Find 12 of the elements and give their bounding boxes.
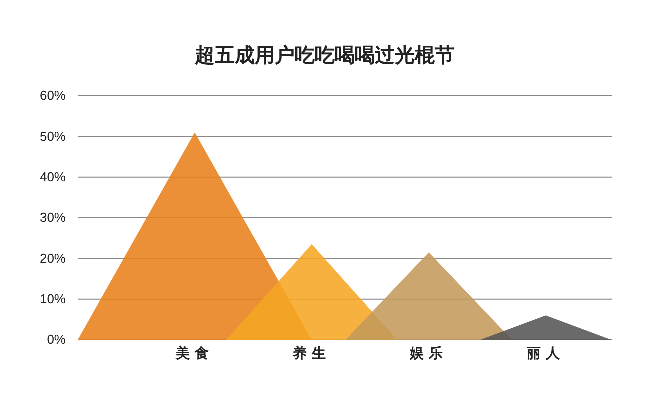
x-tick-label: 娱乐 [409, 344, 448, 361]
x-tick-label: 美食 [175, 344, 214, 361]
y-tick-label: 50% [40, 128, 66, 144]
y-tick-label: 0% [47, 332, 66, 348]
y-tick-label: 60% [40, 88, 66, 104]
y-tick-label: 20% [40, 250, 66, 266]
y-tick-label: 40% [40, 169, 66, 184]
x-tick-label: 养生 [292, 344, 331, 361]
y-tick-label: 30% [40, 210, 66, 226]
chart-title: 超五成用户吃吃喝喝过光棍节 [194, 43, 455, 67]
y-tick-label: 10% [40, 291, 66, 306]
x-tick-label: 丽人 [526, 344, 565, 361]
